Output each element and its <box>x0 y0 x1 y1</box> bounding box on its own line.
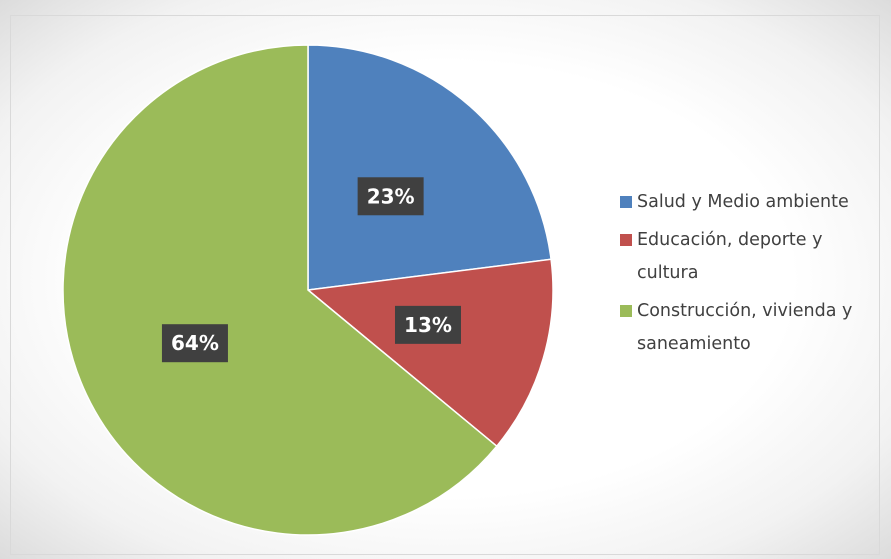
legend-item: Educación, deporte y cultura <box>620 224 882 290</box>
legend-label: Construcción, vivienda y saneamiento <box>637 301 853 354</box>
legend-swatch <box>620 305 632 317</box>
legend-swatch <box>620 234 632 246</box>
legend-swatch <box>620 196 632 208</box>
chart-frame <box>10 15 880 555</box>
pie-slice <box>62 44 498 536</box>
pie-slice <box>306 258 554 448</box>
data-label-box <box>161 324 228 363</box>
legend: Salud y Medio ambiente Educación, deporte… <box>620 186 882 366</box>
data-label: 23% <box>367 184 415 208</box>
legend-item: Salud y Medio ambiente <box>620 186 882 219</box>
data-label-box <box>394 305 461 344</box>
data-label: 64% <box>171 331 219 355</box>
legend-label: Educación, deporte y cultura <box>637 230 823 283</box>
legend-label: Salud y Medio ambiente <box>637 192 849 212</box>
data-label: 13% <box>404 313 452 337</box>
data-label-box <box>357 177 424 216</box>
legend-item: Construcción, vivienda y saneamiento <box>620 295 882 361</box>
pie-slice <box>307 44 552 291</box>
